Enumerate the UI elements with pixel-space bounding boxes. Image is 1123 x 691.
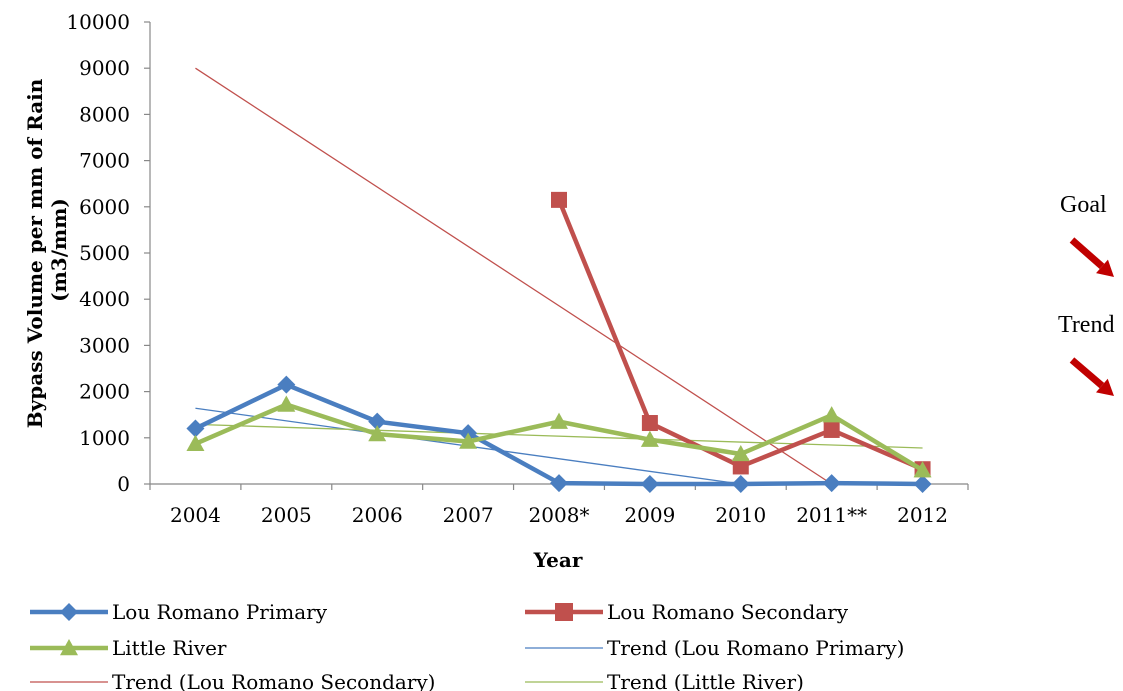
legend-label: Lou Romano Secondary [607, 600, 849, 624]
x-tick-label: 2006 [352, 503, 403, 527]
lou-romano-secondary-point [641, 415, 658, 432]
arrowhead-icon [1095, 378, 1114, 396]
y-tick-label: 3000 [79, 333, 130, 357]
x-tick-label: 2010 [715, 503, 766, 527]
arrowhead-icon [1096, 259, 1114, 277]
x-tick-label: 2011** [796, 503, 867, 527]
x-tick-label: 2005 [261, 503, 312, 527]
y-tick-label: 6000 [79, 195, 130, 219]
y-tick-label: 7000 [79, 149, 130, 173]
little-river-point [731, 444, 750, 462]
legend-item-trend-lou-romano-primary: Trend (Lou Romano Primary) [525, 636, 904, 660]
little-river-point [640, 430, 659, 447]
y-axis-title: Bypass Volume per mm of Rain (m3/mm) [23, 72, 71, 429]
legend-marker [60, 639, 78, 656]
y-axis-title-line-1: Bypass Volume per mm of Rain [23, 78, 47, 428]
annotations: Goal Trend [1058, 192, 1114, 396]
annotation-text: Trend [1058, 312, 1114, 338]
lou-romano-primary-point [368, 412, 387, 431]
y-tick-label: 0 [117, 472, 130, 496]
lou-romano-primary-point [913, 475, 932, 493]
legend-item-lou-romano-secondary: Lou Romano Secondary [525, 600, 849, 624]
y-tick-label: 5000 [79, 241, 130, 265]
legend-label: Lou Romano Primary [112, 600, 328, 624]
legend-item-lou-romano-primary: Lou Romano Primary [30, 600, 328, 624]
little-river-point [913, 461, 932, 478]
trend-lou-romano-secondary-line [195, 67, 833, 485]
y-tick-labels: 0 1000 2000 3000 4000 5000 6000 7000 8000 9000 100… [66, 10, 130, 496]
annotation-goal: Goal [1060, 192, 1114, 277]
little-river-point [550, 412, 568, 429]
lou-romano-primary-point [277, 375, 296, 394]
lou-romano-primary-point [822, 474, 841, 493]
legend-label: Trend (Lou Romano Primary) [607, 636, 904, 660]
legend-marker [555, 603, 573, 621]
little-river-point [459, 432, 478, 449]
annotation-trend: Trend [1058, 312, 1114, 396]
lou-romano-secondary-point [823, 421, 840, 438]
x-axis-title: Year [533, 548, 583, 572]
legend-item-trend-little-river: Trend (Little River) [525, 670, 804, 691]
little-river-point [186, 434, 205, 452]
legend-label: Little River [112, 636, 227, 660]
legend: Lou Romano Primary Lou Romano Secondary Li… [30, 600, 904, 691]
lou-romano-secondary-point [732, 458, 749, 475]
y-tick-label: 10000 [66, 10, 130, 34]
y-tick-label: 8000 [79, 102, 130, 126]
y-tick-label: 4000 [79, 287, 130, 311]
x-tick-label: 2007 [443, 503, 494, 527]
legend-item-trend-lou-romano-secondary: Trend (Lou Romano Secondary) [30, 670, 435, 691]
little-river-point [822, 406, 841, 423]
annotation-text: Goal [1060, 192, 1107, 218]
x-tick-label: 2008* [529, 503, 590, 527]
legend-label: Trend (Little River) [607, 670, 804, 691]
x-tick-label: 2012 [897, 503, 948, 527]
y-tick-label: 2000 [79, 380, 130, 404]
arrow-down-right-icon [1069, 237, 1105, 270]
legend-item-little-river: Little River [30, 636, 227, 660]
y-axis-title-line-2: (m3/mm) [47, 198, 71, 302]
little-river-point [277, 395, 296, 412]
x-tick-labels: 2004 2005 2006 2007 2008* 2009 2010 2011** 2012 [170, 503, 948, 527]
lou-romano-primary-point [550, 474, 568, 493]
lou-romano-primary-point [186, 419, 205, 438]
lou-romano-secondary-point [551, 191, 567, 208]
little-river-point [368, 425, 387, 442]
legend-marker [60, 603, 78, 621]
lou-romano-secondary-line [556, 199, 924, 472]
lou-romano-primary-point [731, 475, 750, 493]
x-tick-label: 2004 [170, 503, 221, 527]
legend-label: Trend (Lou Romano Secondary) [112, 670, 435, 691]
x-tick-label: 2009 [624, 503, 675, 527]
y-tick-label: 9000 [79, 56, 130, 80]
y-tick-label: 1000 [79, 426, 130, 450]
arrow-down-right-icon [1069, 357, 1105, 389]
lou-romano-primary-line [194, 382, 923, 487]
lou-romano-primary-point [640, 475, 659, 493]
data-series [186, 191, 932, 493]
